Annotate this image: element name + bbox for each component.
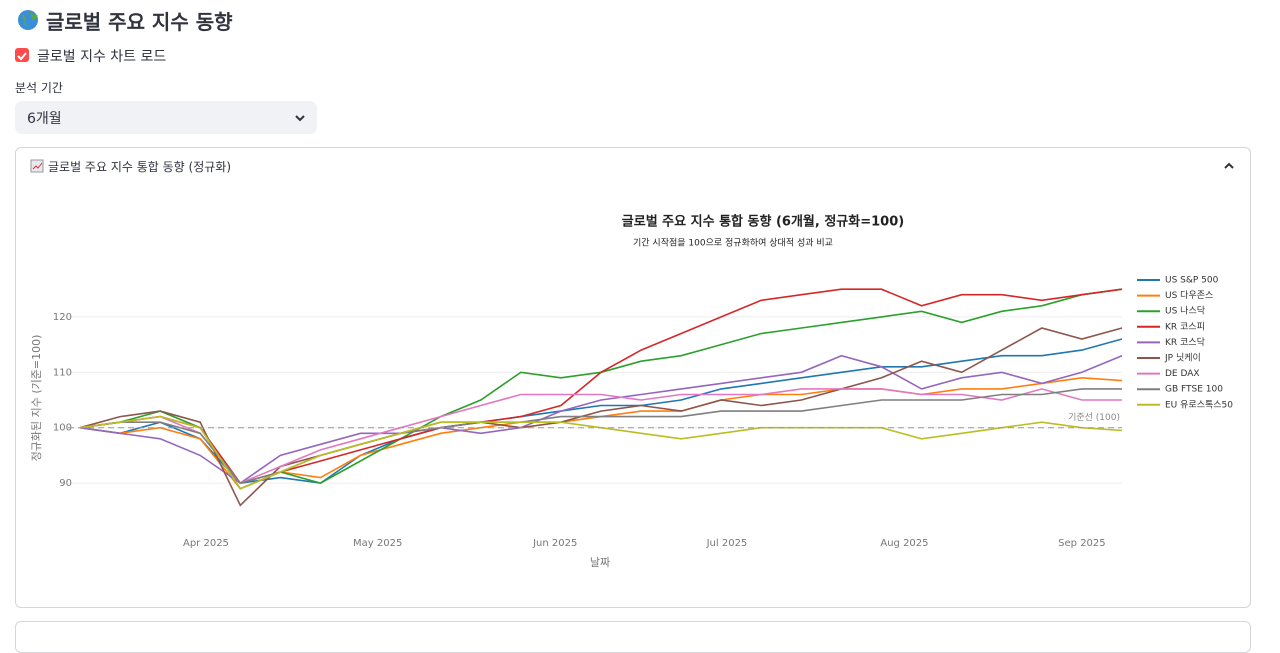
checkbox[interactable] (15, 48, 29, 62)
page-title: 글로벌 주요 지수 동향 (46, 10, 233, 34)
expander-label[interactable]: 글로벌 주요 지수 통합 동향 (정규화) (48, 160, 231, 174)
checkbox-label[interactable]: 글로벌 지수 차트 로드 (37, 49, 167, 65)
expander-next (15, 621, 1251, 653)
check-mark (17, 52, 27, 61)
page: 글로벌 주요 지수 동향 글로벌 지수 차트 로드 분석 기간 6개월 글로벌 … (15, 10, 1251, 653)
select-box[interactable]: 6개월 (15, 101, 317, 134)
chart-icon (30, 159, 44, 173)
chevron-up[interactable] (1223, 160, 1235, 172)
expander (15, 147, 1251, 608)
globe-icon (18, 10, 38, 30)
chevron-down (295, 115, 305, 122)
select-value: 6개월 (27, 111, 62, 127)
select-label: 분석 기간 (15, 81, 63, 95)
